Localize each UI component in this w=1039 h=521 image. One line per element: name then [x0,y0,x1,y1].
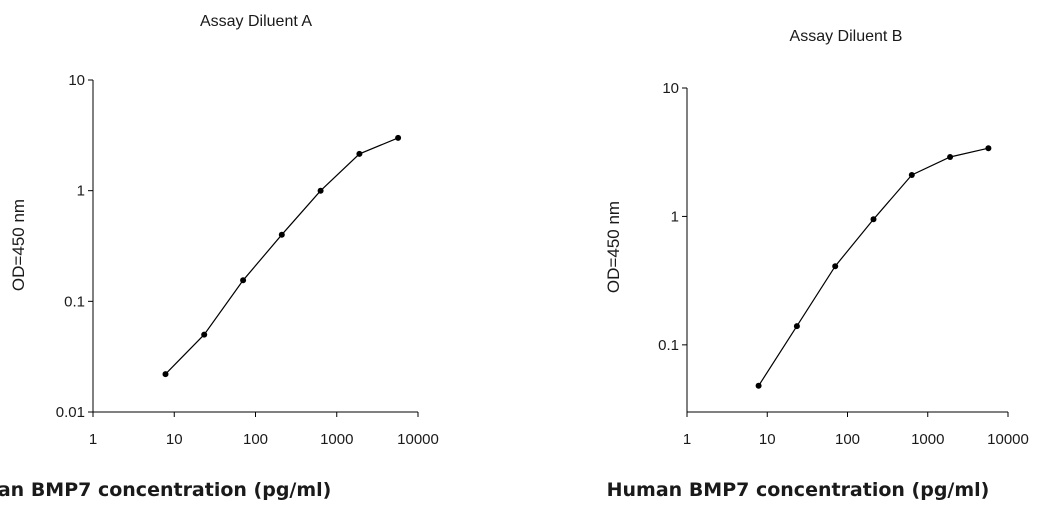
data-point [832,263,839,270]
data-point [395,134,402,141]
y-tick-label: 0.01 [56,404,85,421]
series-line [165,137,399,375]
chart-title: Assay Diluent B [790,28,903,45]
data-point [240,277,247,284]
x-tick-label: 1000 [911,431,944,448]
y-tick-label: 1 [671,208,679,225]
data-point [278,231,285,238]
x-tick-label: 10 [166,431,183,448]
x-tick-label: 10000 [397,431,439,448]
y-axis-label: OD=450 nm [604,201,623,293]
data-point [162,371,169,378]
x-tick-label: 10 [759,431,776,448]
x-tick-label: 10000 [987,431,1029,448]
data-point [317,187,324,194]
chart-title: Assay Diluent A [200,13,312,30]
data-point [793,323,800,330]
data-point [201,331,208,338]
data-point [908,172,915,178]
data-point [947,154,954,160]
x-tick-label: 100 [243,431,268,448]
y-axis-label: OD=450 nm [9,199,28,291]
x-tick-label: 1 [89,431,97,448]
data-point [356,150,363,157]
x-tick-label: 100 [835,431,860,448]
y-tick-label: 1 [77,183,85,200]
series-line [758,147,989,387]
data-point [870,216,877,223]
data-point [755,382,762,389]
x-tick-label: 1 [683,431,691,448]
x-tick-label: 1000 [320,431,353,448]
x-axis-label: Human BMP7 concentration (pg/ml) [607,479,990,501]
y-tick-label: 0.1 [658,337,679,354]
data-point [985,145,992,152]
chart-panel-b: Assay Diluent B 0.1 1 10 1 10 100 1000 10000 OD=4… [604,28,1029,501]
y-tick-label: 10 [662,80,679,97]
y-tick-label: 10 [68,72,85,89]
y-tick-label: 0.1 [64,293,85,310]
x-axis-label: Human BMP7 concentration (pg/ml) [0,479,331,501]
chart-panel-a: Assay Diluent A 0.01 0.1 1 10 1 10 100 1000 10000… [0,13,439,501]
